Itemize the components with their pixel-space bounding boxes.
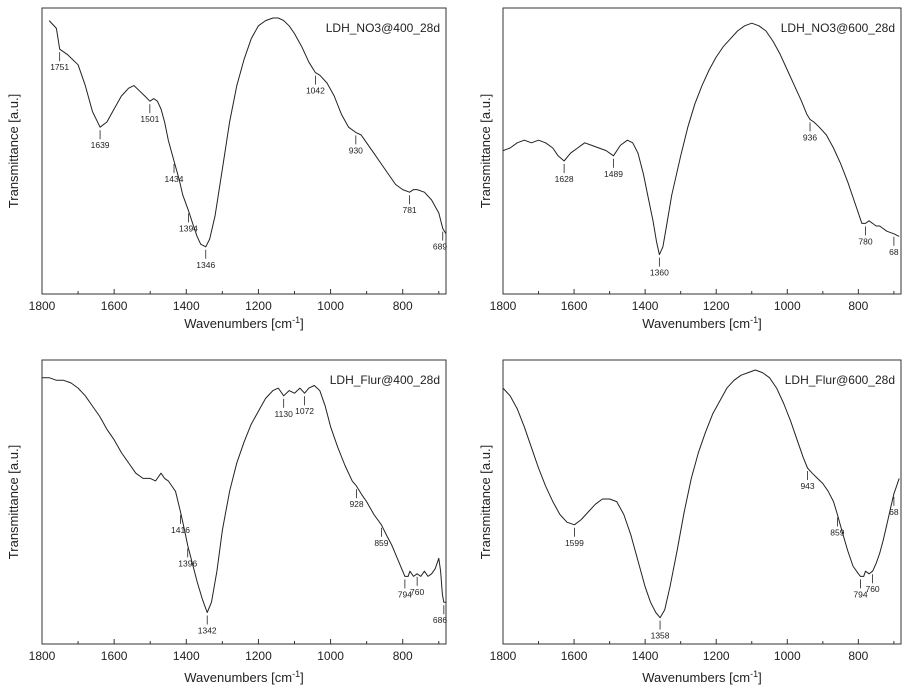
peak-label: 859 bbox=[830, 527, 844, 537]
peak-label: 928 bbox=[349, 499, 363, 509]
peak-label: 1489 bbox=[604, 169, 623, 179]
spectrum-line bbox=[42, 377, 446, 613]
x-tick-label: 1400 bbox=[632, 299, 659, 313]
peak-label: 1072 bbox=[295, 406, 314, 416]
x-tick-label: 1200 bbox=[703, 299, 730, 313]
y-axis-label: Transmittance [a.u.] bbox=[6, 94, 21, 208]
chart-panel-1: 1800 1600 1400 1200 1000 800 Wavenumbers [cm-1… bbox=[6, 7, 447, 331]
peak-label: 1416 bbox=[171, 525, 190, 535]
peak-label: 760 bbox=[865, 584, 879, 594]
chart-title: LDH_Flur@400_28d bbox=[330, 373, 440, 387]
x-tick-label: 1800 bbox=[490, 299, 517, 313]
peak-label: 1628 bbox=[555, 174, 574, 184]
x-tick-label: 1200 bbox=[703, 649, 730, 663]
x-tick-label: 1400 bbox=[173, 649, 200, 663]
peak-label: 1639 bbox=[91, 140, 110, 150]
peak-label: 686 bbox=[433, 615, 447, 625]
chart-title: LDH_NO3@400_28d bbox=[326, 21, 440, 35]
peak-label: 1751 bbox=[50, 62, 69, 72]
y-axis-label: Transmittance [a.u.] bbox=[478, 94, 493, 208]
peak-label: 1358 bbox=[651, 631, 670, 641]
x-tick-label: 800 bbox=[393, 299, 413, 313]
x-tick-label: 1800 bbox=[29, 299, 56, 313]
x-tick-label: 1600 bbox=[561, 299, 588, 313]
x-tick-label: 1200 bbox=[245, 649, 272, 663]
peak-label: 780 bbox=[858, 236, 872, 246]
peak-label: 1342 bbox=[198, 626, 217, 636]
x-tick-label: 1600 bbox=[101, 649, 128, 663]
x-tick-label: 1200 bbox=[245, 299, 272, 313]
x-tick-label: 1800 bbox=[29, 649, 56, 663]
x-axis-label: Wavenumbers [cm-1] bbox=[184, 669, 304, 685]
peak-label: 781 bbox=[402, 205, 416, 215]
x-tick-label: 1600 bbox=[561, 649, 588, 663]
chart-panel-3: 1800 1600 1400 1200 1000 800 Wavenumbers [cm-1… bbox=[6, 359, 447, 685]
peak-label: 760 bbox=[410, 587, 424, 597]
peak-label: 1042 bbox=[306, 86, 325, 96]
peak-label: 68 bbox=[889, 247, 899, 257]
peak-label: 1434 bbox=[165, 174, 184, 184]
y-axis-label: Transmittance [a.u.] bbox=[478, 445, 493, 559]
x-tick-label: 1000 bbox=[317, 299, 344, 313]
peak-label: 794 bbox=[398, 589, 412, 599]
x-tick-label: 1400 bbox=[632, 649, 659, 663]
y-axis-label: Transmittance [a.u.] bbox=[6, 445, 21, 559]
x-tick-label: 800 bbox=[393, 649, 413, 663]
x-tick-label: 1800 bbox=[490, 649, 517, 663]
chart-title: LDH_NO3@600_28d bbox=[781, 21, 895, 35]
peak-label: 1360 bbox=[650, 268, 669, 278]
peak-label: 794 bbox=[853, 589, 867, 599]
x-tick-label: 1600 bbox=[101, 299, 128, 313]
plot-frame bbox=[41, 359, 447, 645]
peak-label: 859 bbox=[374, 538, 388, 548]
x-axis-label: Wavenumbers [cm-1] bbox=[642, 669, 762, 685]
spectrum-line bbox=[503, 369, 900, 619]
x-tick-label: 1400 bbox=[173, 299, 200, 313]
peak-label: 1394 bbox=[179, 223, 198, 233]
chart-panel-4: 1800 1600 1400 1200 1000 800 Wavenumbers [cm-1… bbox=[478, 359, 902, 685]
plot-frame bbox=[41, 7, 447, 295]
peak-label: 1396 bbox=[178, 558, 197, 568]
peak-label: 1501 bbox=[140, 114, 159, 124]
peak-label: 943 bbox=[800, 481, 814, 491]
x-tick-label: 800 bbox=[848, 299, 868, 313]
peak-label: 1599 bbox=[565, 538, 584, 548]
peak-label: 930 bbox=[349, 145, 363, 155]
plot-frame bbox=[502, 7, 902, 295]
x-tick-label: 1000 bbox=[774, 299, 801, 313]
x-tick-label: 1000 bbox=[317, 649, 344, 663]
spectrum-line bbox=[503, 22, 900, 256]
chart-title: LDH_Flur@600_28d bbox=[785, 373, 895, 387]
peak-label: 689 bbox=[433, 242, 447, 252]
x-tick-label: 800 bbox=[848, 649, 868, 663]
peak-label: 1346 bbox=[196, 260, 215, 270]
x-tick-label: 1000 bbox=[774, 649, 801, 663]
peak-label: 68 bbox=[889, 507, 899, 517]
peak-label: 936 bbox=[803, 132, 817, 142]
peak-label: 1130 bbox=[275, 409, 294, 419]
chart-panel-2: 1800 1600 1400 1200 1000 800 Wavenumbers [cm-1… bbox=[478, 7, 902, 331]
x-axis-label: Wavenumbers [cm-1] bbox=[642, 315, 762, 331]
x-axis-label: Wavenumbers [cm-1] bbox=[184, 315, 304, 331]
spectrum-line bbox=[48, 17, 446, 248]
plot-frame bbox=[502, 359, 902, 645]
